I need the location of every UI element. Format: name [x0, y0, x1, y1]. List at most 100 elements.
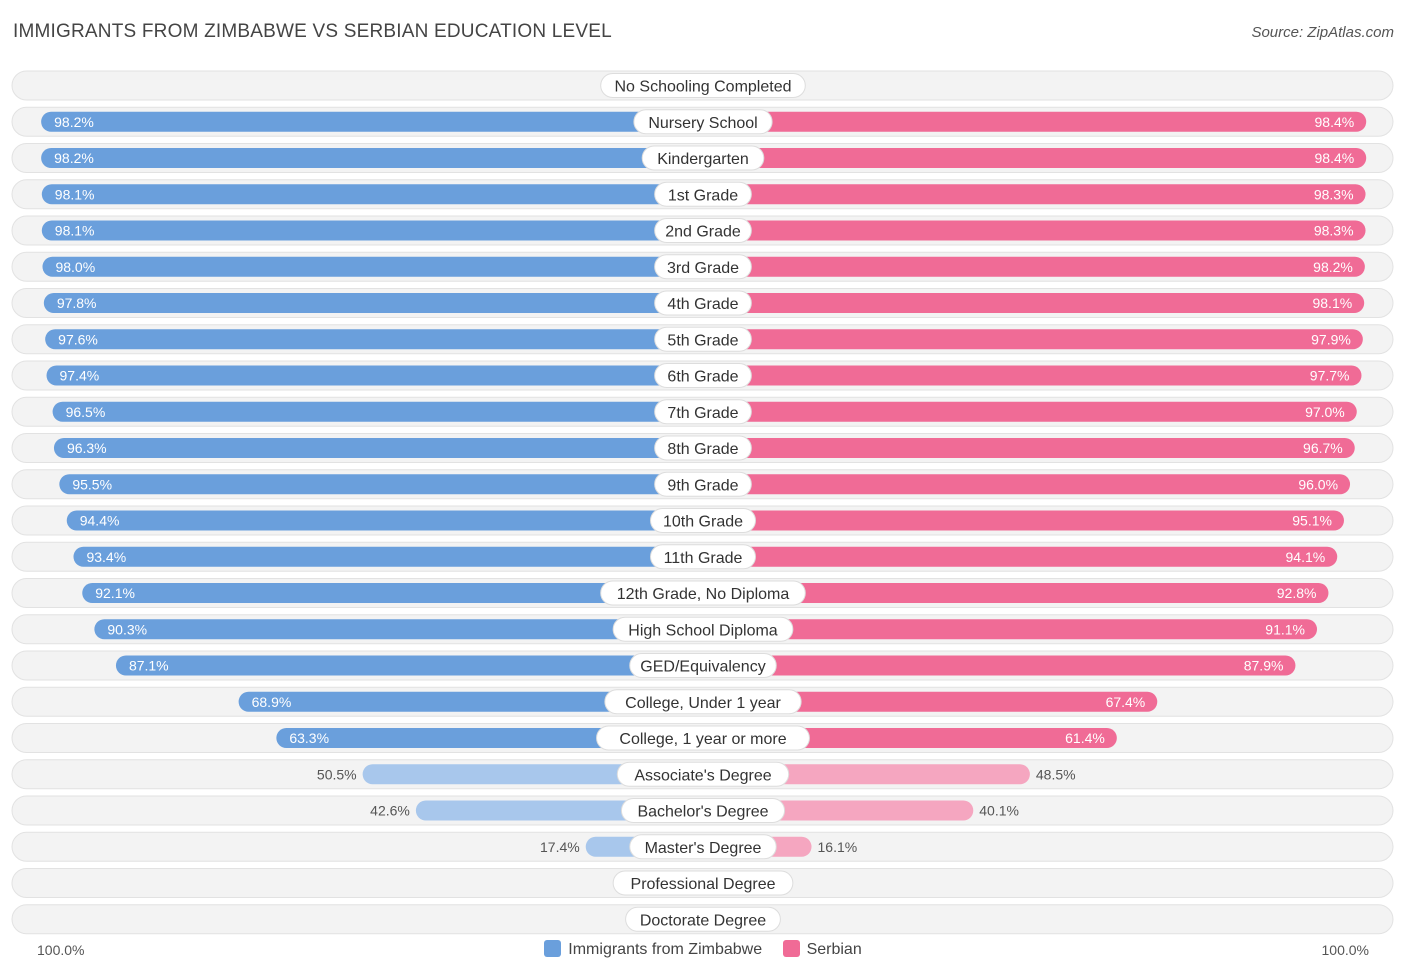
chart-row: 92.1% 92.8% 12th Grade, No Diploma	[11, 578, 1394, 608]
category-label: 9th Grade	[667, 477, 738, 494]
value-label-left: 98.2%	[54, 150, 94, 166]
category-pill	[633, 109, 773, 135]
chart-row: 98.2% 98.4% Kindergarten	[11, 143, 1394, 173]
value-label-right: 97.7%	[1310, 368, 1350, 384]
category-pill	[600, 580, 806, 606]
category-label: College, 1 year or more	[619, 731, 786, 748]
value-label-right: 96.0%	[1298, 476, 1338, 492]
bar-left	[73, 546, 703, 567]
bar-right	[703, 365, 1362, 386]
bar-left	[59, 474, 703, 495]
bar-left	[45, 329, 703, 350]
chart-row: 93.4% 94.1% 11th Grade	[11, 541, 1394, 572]
chart-row: 96.3% 96.7% 8th Grade	[11, 433, 1394, 463]
category-label: Master's Degree	[645, 840, 762, 857]
category-label: High School Diploma	[628, 622, 778, 639]
category-pill	[654, 181, 752, 207]
value-label-right: 97.9%	[1311, 331, 1351, 347]
bar-left	[43, 293, 703, 313]
chart-row: 1.9%1.7%No Schooling Completed	[11, 70, 1394, 101]
category-label: Bachelor's Degree	[637, 804, 768, 821]
chart-row: 94.4% 95.1% 10th Grade	[11, 505, 1394, 536]
value-label-right: 61.4%	[1065, 730, 1105, 746]
value-label-right: 98.2%	[1313, 259, 1353, 275]
chart-row: 90.3% 91.1% High School Diploma	[11, 614, 1394, 645]
category-label: 8th Grade	[667, 441, 738, 458]
bar-left	[41, 184, 703, 205]
value-label-right: 94.1%	[1286, 549, 1326, 565]
category-label: 4th Grade	[667, 296, 738, 313]
bar-right	[703, 111, 1367, 132]
chart-row: 95.5% 96.0% 9th Grade	[11, 469, 1394, 500]
bar-right	[703, 438, 1355, 458]
bar-right	[703, 256, 1365, 277]
value-label-right: 67.4%	[1106, 694, 1146, 710]
category-pill	[654, 326, 752, 352]
bar-left	[46, 365, 704, 386]
bar-left	[66, 510, 703, 531]
category-pill	[612, 616, 794, 642]
value-label-left: 95.5%	[72, 476, 112, 492]
bar-right	[703, 401, 1357, 422]
chart-row: 87.1% 87.9% GED/Equivalency	[11, 650, 1394, 681]
category-pill	[620, 798, 786, 823]
category-label: 6th Grade	[667, 369, 738, 386]
value-label-left: 98.2%	[54, 114, 94, 130]
chart-source: Source: ZipAtlas.com	[1251, 24, 1394, 41]
chart-row: 97.8% 98.1% 4th Grade	[11, 288, 1394, 318]
value-label-left: 98.1%	[55, 186, 95, 202]
bar-left	[276, 728, 703, 748]
category-pill	[604, 689, 802, 715]
category-label: Kindergarten	[657, 151, 749, 168]
value-label-left: 17.4%	[540, 839, 580, 855]
category-label: Associate's Degree	[634, 767, 771, 784]
chart-row: 98.1% 98.3% 1st Grade	[11, 179, 1394, 210]
bar-left	[238, 691, 703, 712]
legend-swatch-right	[782, 940, 800, 957]
category-pill	[616, 761, 790, 787]
bar-right	[703, 148, 1367, 168]
category-label: College, Under 1 year	[625, 695, 781, 712]
value-label-left: 90.3%	[107, 621, 147, 637]
category-label: 1st Grade	[668, 187, 738, 204]
chart-row: 98.2% 98.4% Nursery School	[11, 106, 1394, 137]
category-label: 11th Grade	[664, 550, 743, 567]
value-label-left: 87.1%	[129, 658, 169, 674]
value-label-left: 97.4%	[60, 368, 100, 384]
value-label-right: 96.7%	[1303, 440, 1343, 456]
axis-left-label: 100.0%	[37, 942, 85, 958]
category-pill	[654, 254, 752, 280]
bar-right	[703, 691, 1158, 712]
value-label-left: 63.3%	[289, 730, 329, 746]
value-label-left: 96.5%	[66, 404, 106, 420]
chart-row: 2.2%2.0%Doctorate Degree	[11, 904, 1394, 935]
value-label-right: 16.1%	[818, 839, 858, 855]
legend-item-right: Serbian	[782, 940, 862, 959]
bar-right	[703, 619, 1318, 640]
category-pill	[650, 544, 756, 570]
value-label-right: 98.4%	[1315, 114, 1355, 130]
axis-right-label: 100.0%	[1321, 942, 1369, 958]
chart-legend: 100.0% Immigrants from Zimbabwe Serbian …	[0, 940, 1406, 962]
bar-right	[703, 329, 1363, 350]
value-label-right: 98.3%	[1314, 186, 1354, 202]
category-label: 7th Grade	[667, 405, 738, 422]
chart-row: 63.3% 61.4% College, 1 year or more	[11, 723, 1394, 753]
value-label-right: 95.1%	[1292, 513, 1332, 529]
value-label-right: 97.0%	[1305, 404, 1345, 420]
legend-item-left: Immigrants from Zimbabwe	[544, 940, 762, 959]
category-label: 12th Grade, No Diploma	[617, 586, 790, 603]
category-pill	[600, 73, 806, 98]
category-label: No Schooling Completed	[615, 79, 792, 96]
value-label-left: 94.4%	[80, 513, 120, 529]
legend-swatch-left	[544, 940, 562, 957]
bar-right	[703, 293, 1365, 313]
bar-left	[41, 220, 703, 241]
value-label-left: 97.8%	[57, 295, 97, 311]
chart-row: 97.6% 97.9% 5th Grade	[11, 324, 1394, 355]
value-label-left: 68.9%	[252, 694, 292, 710]
category-label: 2nd Grade	[665, 224, 741, 241]
value-label-left: 98.1%	[55, 223, 95, 239]
chart-row: 5.3%4.8%Professional Degree	[11, 868, 1394, 898]
value-label-left: 96.3%	[67, 440, 107, 456]
